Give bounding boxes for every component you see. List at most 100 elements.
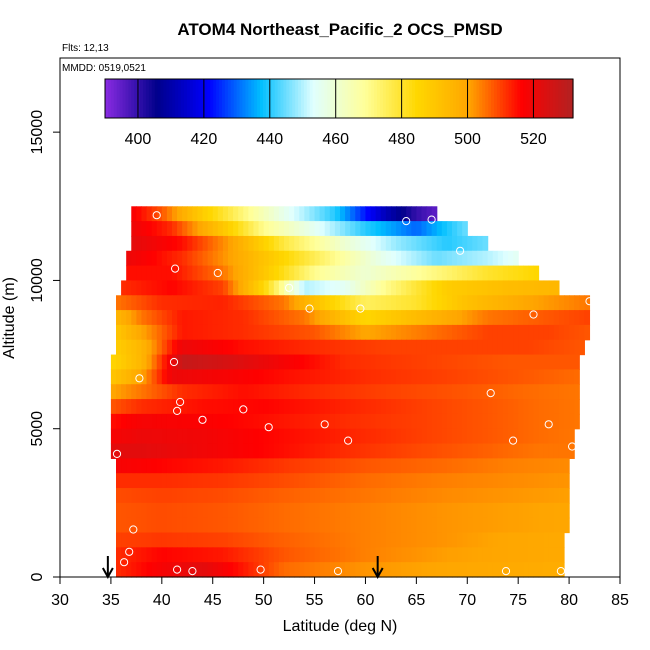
heatmap-cell-13 [273,399,280,415]
heatmap-cell-23 [375,547,382,563]
heatmap-cell-22 [457,532,463,548]
heatmap-cell-17 [487,458,494,474]
heatmap-cell-7 [513,310,519,326]
heatmap-cell-20 [222,502,229,519]
heatmap-cell-9 [401,339,407,356]
heatmap-cell-9 [243,339,249,356]
heatmap-cell-3 [253,250,260,267]
heatmap-cell-11 [278,369,285,385]
heatmap-cell-7 [329,310,336,326]
colorbar-tick-label-480: 480 [388,131,415,148]
heatmap-cell-21 [172,517,178,534]
heatmap-cell-6 [177,295,183,311]
heatmap-cell-23 [253,547,260,563]
heatmap-cell-24 [513,562,519,578]
x-tick-label-30: 30 [51,592,69,609]
heatmap-cell-6 [487,295,494,311]
heatmap-cell-21 [284,517,290,534]
heatmap-cell-14 [472,413,479,430]
heatmap-cell-12 [441,384,448,400]
heatmap-cell-15 [141,428,148,445]
heatmap-cell-10 [477,354,484,370]
heatmap-cell-22 [411,532,417,548]
heatmap-cell-9 [350,339,356,356]
heatmap-cell-16 [166,443,173,459]
heatmap-cell-22 [192,532,199,548]
heatmap-cell-11 [574,369,580,385]
heatmap-cell-18 [253,473,260,489]
heatmap-cell-24 [192,562,199,578]
heatmap-cell-6 [187,295,193,311]
heatmap-cell-11 [192,369,199,385]
heatmap-cell-23 [217,547,224,563]
heatmap-cell-10 [136,354,143,370]
heatmap-cell-11 [187,369,193,385]
heatmap-cell-13 [396,399,402,415]
heatmap-cell-24 [258,562,265,578]
heatmap-cell-10 [574,354,580,370]
heatmap-cell-16 [248,443,255,459]
heatmap-cell-15 [548,428,555,445]
heatmap-cell-9 [528,339,535,356]
heatmap-cell-17 [508,458,514,474]
heatmap-cell-21 [528,517,535,534]
heatmap-cell-18 [161,473,168,489]
heatmap-cell-9 [380,339,387,356]
heatmap-cell-23 [222,547,229,563]
heatmap-cell-16 [243,443,249,459]
heatmap-cell-7 [365,310,372,326]
heatmap-cell-5 [177,280,183,296]
heatmap-cell-21 [385,517,392,534]
heatmap-cell-12 [416,384,423,400]
heatmap-cell-8 [513,324,519,341]
heatmap-cell-1 [319,221,326,237]
heatmap-cell-22 [467,532,473,548]
heatmap-cell-17 [548,458,555,474]
heatmap-cell-9 [502,339,509,356]
heatmap-cell-14 [243,413,249,430]
heatmap-cell-10 [253,354,260,370]
heatmap-cell-17 [258,458,265,474]
heatmap-cell-0 [273,206,280,222]
heatmap-cell-5 [406,280,412,296]
heatmap-cell-20 [192,502,199,519]
sample-point-17 [198,415,207,424]
colorbar-segment [511,79,516,118]
heatmap-cell-10 [121,354,127,370]
heatmap-cell-14 [263,413,270,430]
heatmap-cell-23 [380,547,387,563]
heatmap-cell-16 [207,443,214,459]
heatmap-cell-2 [253,235,260,252]
heatmap-cell-3 [426,250,433,267]
colorbar-segment [482,79,486,118]
heatmap-cell-5 [263,280,270,296]
heatmap-cell-24 [406,562,412,578]
heatmap-cell-6 [421,295,428,311]
heatmap-cell-16 [523,443,529,459]
heatmap-cell-12 [258,384,265,400]
heatmap-cell-22 [345,532,351,548]
heatmap-cell-12 [497,384,504,400]
heatmap-cell-21 [411,517,417,534]
heatmap-cell-22 [426,532,433,548]
sample-point-9 [529,310,538,319]
heatmap-cell-10 [538,354,545,370]
heatmap-cell-20 [492,502,499,519]
heatmap-cell-18 [136,473,143,489]
heatmap-cell-7 [151,310,158,326]
heatmap-cell-18 [457,473,463,489]
heatmap-cell-23 [294,547,300,563]
heatmap-cell-1 [238,221,244,237]
colorbar-segment [324,79,328,118]
heatmap-cell-12 [284,384,290,400]
heatmap-cell-18 [523,473,529,489]
heatmap-cell-23 [345,547,351,563]
heatmap-cell-16 [268,443,275,459]
heatmap-cell-21 [222,517,229,534]
heatmap-cell-18 [441,473,448,489]
heatmap-cell-13 [268,399,275,415]
heatmap-cell-20 [197,502,204,519]
heatmap-cell-9 [497,339,504,356]
heatmap-cell-2 [390,235,397,252]
heatmap-cell-17 [273,458,280,474]
